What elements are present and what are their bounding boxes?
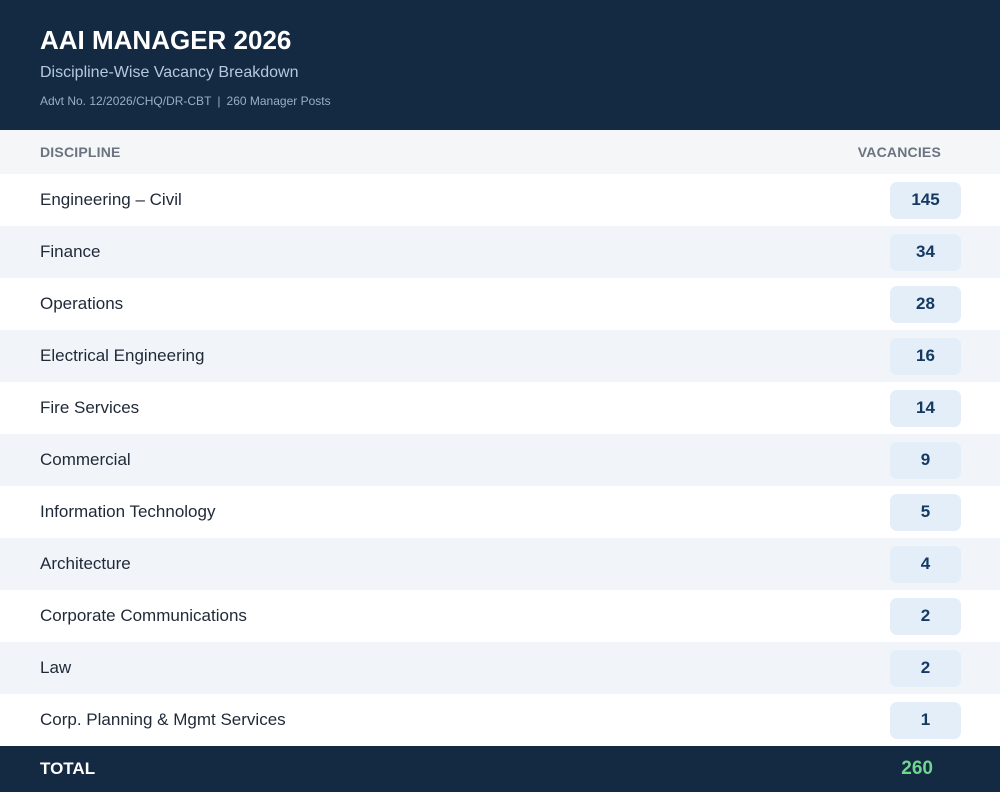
discipline-name: Corp. Planning & Mgmt Services [40, 710, 286, 729]
discipline-name: Architecture [40, 554, 131, 573]
table-row: Architecture 4 [0, 538, 1000, 590]
meta-separator: | [217, 94, 221, 108]
vacancy-badge: 145 [890, 181, 961, 219]
vacancy-badge: 1 [890, 701, 961, 739]
table-row: Corporate Communications 2 [0, 590, 1000, 642]
discipline-name: Finance [40, 242, 101, 261]
discipline-name: Information Technology [40, 502, 216, 521]
vacancy-badge: 9 [890, 441, 961, 479]
vacancy-badge: 4 [890, 545, 961, 583]
discipline-name: Electrical Engineering [40, 346, 205, 365]
vacancy-badge: 2 [890, 649, 961, 687]
discipline-name: Fire Services [40, 398, 140, 417]
table-row: Commercial 9 [0, 434, 1000, 486]
total-value: 260 [901, 758, 933, 779]
vacancy-badge: 2 [890, 597, 961, 635]
total-row: TOTAL 260 [0, 746, 1000, 792]
page-title: AAI MANAGER 2026 [40, 25, 292, 55]
table-row: Fire Services 14 [0, 382, 1000, 434]
table-header: DISCIPLINE VACANCIES [0, 130, 1000, 174]
vacancy-badge: 5 [890, 493, 961, 531]
table-body: Engineering – Civil 145 Finance 34 Opera… [0, 174, 1000, 746]
table-row: Operations 28 [0, 278, 1000, 330]
column-header-discipline: DISCIPLINE [40, 144, 121, 160]
page-header: AAI MANAGER 2026 Discipline-Wise Vacancy… [0, 0, 1000, 130]
table-row: Corp. Planning & Mgmt Services 1 [0, 694, 1000, 746]
posts-count: 260 Manager Posts [226, 94, 331, 108]
discipline-name: Engineering – Civil [40, 190, 182, 209]
discipline-name: Commercial [40, 450, 131, 469]
advertisement-meta: Advt No. 12/2026/CHQ/DR-CBT | 260 Manager … [40, 93, 960, 109]
vacancy-badge: 28 [890, 285, 961, 323]
vacancy-badge: 14 [890, 389, 961, 427]
column-header-vacancies: VACANCIES [857, 144, 941, 160]
advt-number: Advt No. 12/2026/CHQ/DR-CBT [40, 94, 212, 108]
table-row: Information Technology 5 [0, 486, 1000, 538]
discipline-name: Operations [40, 294, 124, 313]
total-label: TOTAL [40, 759, 96, 778]
table-row: Engineering – Civil 145 [0, 174, 1000, 226]
discipline-name: Corporate Communications [40, 606, 247, 625]
table-row: Electrical Engineering 16 [0, 330, 1000, 382]
vacancy-badge: 16 [890, 337, 961, 375]
discipline-name: Law [40, 658, 72, 677]
vacancy-badge: 34 [890, 233, 961, 271]
table-row: Finance 34 [0, 226, 1000, 278]
table-row: Law 2 [0, 642, 1000, 694]
page-subtitle: Discipline-Wise Vacancy Breakdown [40, 64, 299, 81]
